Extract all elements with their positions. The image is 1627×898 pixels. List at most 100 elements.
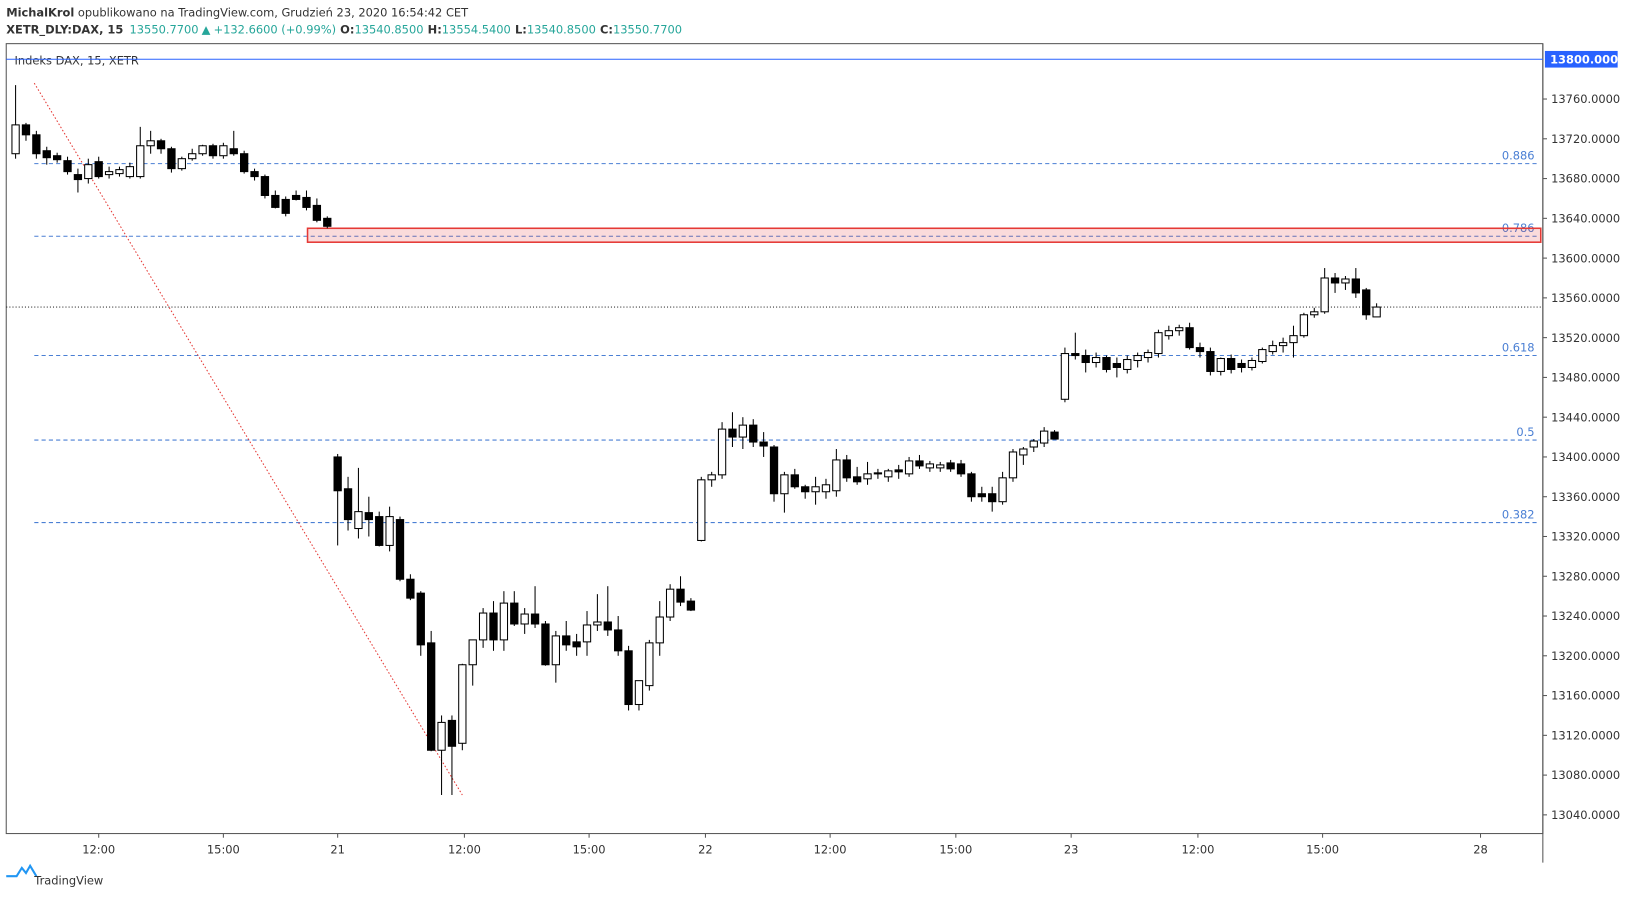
candle-body <box>1351 278 1360 294</box>
candle-body <box>1019 448 1028 456</box>
candle-body <box>842 459 851 479</box>
candle-body <box>375 516 384 546</box>
candle-body <box>239 153 249 173</box>
candle-body <box>1299 314 1309 337</box>
candle-body <box>1081 355 1090 364</box>
candle-body <box>499 602 509 641</box>
y-tick-label: 13520.0000 <box>1551 331 1620 345</box>
candle-body <box>1330 277 1340 284</box>
ohlc-key: H: <box>428 22 442 36</box>
candle-body <box>427 642 436 751</box>
candle-body <box>697 479 706 541</box>
candle-body <box>333 456 342 492</box>
candle-body <box>437 721 446 751</box>
ohlc-value: 13554.5400 <box>442 22 511 36</box>
published: opublikowano na TradingView.com, Grudzie… <box>74 6 469 20</box>
chart-title: Indeks DAX, 15, XETR <box>15 53 139 67</box>
x-tick-label: 15:00 <box>939 842 972 856</box>
candle-body <box>489 612 498 641</box>
candle-body <box>115 169 124 175</box>
candle-body <box>364 512 373 521</box>
candle-body <box>468 639 477 666</box>
candle-body <box>281 198 290 214</box>
candle-body <box>780 474 789 495</box>
candle-body <box>219 145 228 157</box>
candle-body <box>665 588 675 618</box>
candle-body <box>1320 277 1329 313</box>
candle-body <box>790 474 799 488</box>
candle-body <box>686 600 696 611</box>
plot-frame <box>5 43 1544 835</box>
candle-body <box>645 642 654 687</box>
candle-body <box>188 153 197 160</box>
candle-body <box>634 680 644 706</box>
candle-body <box>447 719 457 747</box>
candle-body <box>1185 327 1194 349</box>
fib-label: 0.382 <box>1502 507 1535 521</box>
candle-body <box>624 650 633 706</box>
candle-body <box>998 477 1007 503</box>
x-tick-label: 23 <box>1064 842 1079 856</box>
marker-label: 13800.0000 <box>1550 52 1626 66</box>
candle-body <box>323 217 332 227</box>
candle-body <box>956 463 966 475</box>
candle-body <box>676 588 685 603</box>
y-tick-label: 13240.0000 <box>1551 609 1620 623</box>
candle-body <box>21 124 31 136</box>
candle-body <box>1341 278 1350 284</box>
ohlc-value: 13540.8500 <box>354 22 423 36</box>
candle-body <box>32 134 41 155</box>
trendline <box>33 82 463 796</box>
candle-body <box>1143 352 1153 359</box>
candle-body <box>1227 358 1236 370</box>
candle-body <box>884 470 893 478</box>
candle-body <box>1175 327 1184 332</box>
candle-body <box>1164 330 1173 337</box>
candle-body <box>1237 362 1246 368</box>
y-tick-label: 13080.0000 <box>1551 768 1620 782</box>
candle-body <box>530 613 540 625</box>
candle-body <box>1060 353 1070 400</box>
candle-body <box>73 174 83 181</box>
candle-body <box>904 460 914 475</box>
candle-body <box>1071 353 1080 357</box>
x-tick-label: 21 <box>330 842 345 856</box>
candle-body <box>1258 349 1267 363</box>
candle-body <box>1216 358 1225 372</box>
header-line: MichalKrol opublikowano na TradingView.c… <box>6 6 469 20</box>
ohlc-key: L: <box>515 22 527 36</box>
candle-body <box>1268 345 1277 353</box>
candle-body <box>769 446 779 495</box>
candle-body <box>302 196 311 208</box>
candle-body <box>1029 440 1038 448</box>
candle-body <box>1102 357 1111 370</box>
candle-body <box>208 145 218 157</box>
candle-body <box>312 204 322 221</box>
candle-body <box>125 166 135 178</box>
candle-body <box>198 145 207 155</box>
candle-body <box>614 629 623 652</box>
candle-body <box>1310 311 1319 316</box>
y-tick-label: 13600.0000 <box>1551 251 1620 265</box>
candle-body <box>63 160 72 173</box>
candle-body <box>551 635 560 666</box>
candle-body <box>759 441 768 447</box>
y-tick-label: 13480.0000 <box>1551 371 1620 385</box>
candle-body <box>354 511 363 530</box>
candle-body <box>749 424 758 443</box>
candle-body <box>458 664 467 744</box>
candle-body <box>1039 430 1049 444</box>
candle-body <box>1050 431 1059 440</box>
y-tick-label: 13040.0000 <box>1551 808 1620 822</box>
last: 13550.7700 <box>130 22 199 36</box>
y-tick-label: 13360.0000 <box>1551 490 1620 504</box>
candle-body <box>177 158 186 170</box>
candle-body <box>728 428 737 438</box>
footer-brand: TradingView <box>33 873 103 887</box>
candle-body <box>250 171 259 178</box>
candle-body <box>406 578 415 599</box>
y-tick-label: 13440.0000 <box>1551 410 1620 424</box>
author: MichalKrol <box>6 6 74 20</box>
y-tick-label: 13560.0000 <box>1551 291 1620 305</box>
